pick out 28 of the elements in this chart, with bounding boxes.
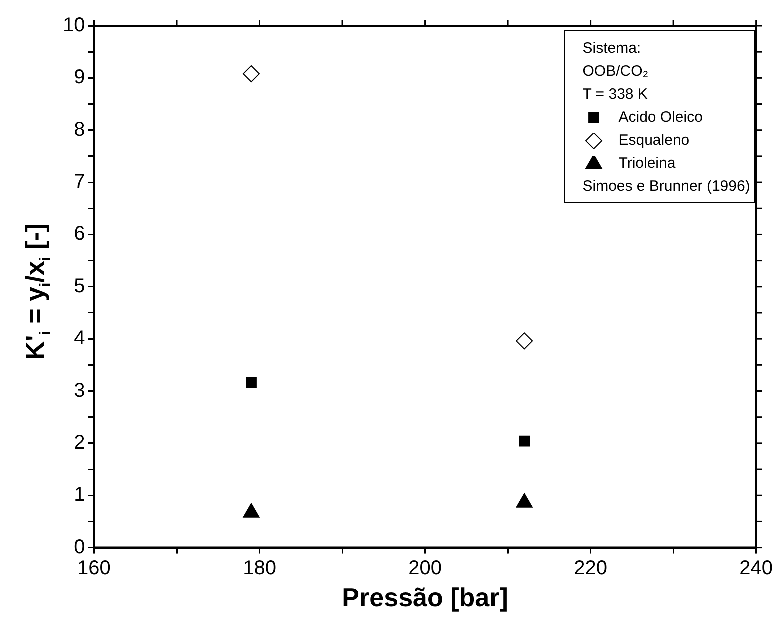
point xyxy=(516,332,534,350)
point xyxy=(242,66,260,83)
y-tick-label: 2 xyxy=(74,432,86,454)
y-tick-label: 4 xyxy=(74,328,86,350)
y-tick-label: 9 xyxy=(74,66,86,89)
legend-title: Sistema: xyxy=(582,39,642,59)
x-tick-label: 220 xyxy=(574,557,608,580)
y-tick-label: 7 xyxy=(74,171,86,194)
annotation: T = 338 K xyxy=(582,85,649,105)
point xyxy=(519,436,530,447)
annotation: Simoes e Brunner (1996) xyxy=(582,177,750,197)
annotation: OOB/CO₂ xyxy=(582,62,650,82)
y-tick-label: 5 xyxy=(74,275,86,298)
point xyxy=(246,377,257,388)
legend-label: Acido Oleico xyxy=(618,108,703,128)
y-tick-label: 10 xyxy=(62,14,86,37)
y-tick-label: 1 xyxy=(74,484,86,506)
y-tick-label: 6 xyxy=(74,223,86,246)
x-axis-title: Pressão [bar] xyxy=(342,582,508,613)
x-tick-label: 160 xyxy=(78,557,111,580)
x-tick-label: 200 xyxy=(408,557,442,580)
legend-label: Trioleina xyxy=(618,154,676,174)
y-tick-label: 8 xyxy=(74,118,86,141)
x-tick-label: 240 xyxy=(740,557,774,580)
y-tick-label: 0 xyxy=(74,536,86,558)
legend-label: Esqualeno xyxy=(618,131,690,151)
y-tick-label: 3 xyxy=(74,380,86,402)
x-tick-label: 180 xyxy=(243,557,276,580)
